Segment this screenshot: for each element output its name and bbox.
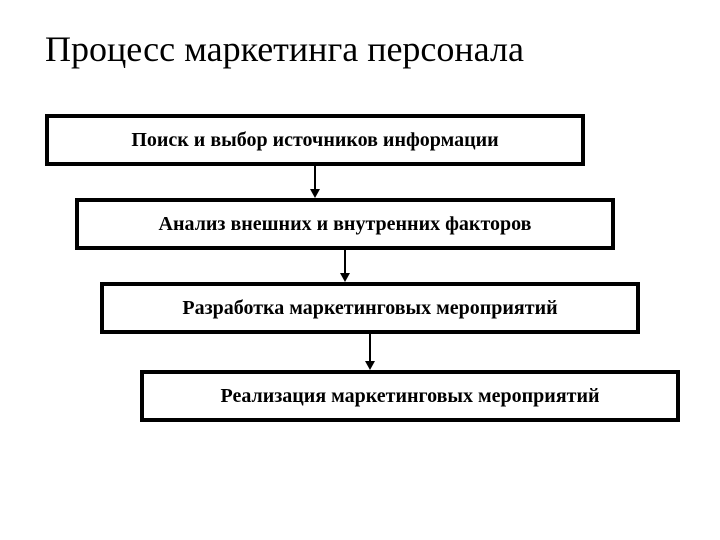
flow-node-label: Анализ внешних и внутренних факторов bbox=[159, 213, 532, 236]
flow-node-label: Реализация маркетинговых мероприятий bbox=[220, 385, 599, 408]
flow-arrow-head-2 bbox=[340, 273, 350, 282]
flow-node-2: Анализ внешних и внутренних факторов bbox=[75, 198, 615, 250]
flow-node-4: Реализация маркетинговых мероприятий bbox=[140, 370, 680, 422]
flow-arrow-head-1 bbox=[310, 189, 320, 198]
flow-node-label: Поиск и выбор источников информации bbox=[131, 129, 498, 152]
flow-node-1: Поиск и выбор источников информации bbox=[45, 114, 585, 166]
flow-node-3: Разработка маркетинговых мероприятий bbox=[100, 282, 640, 334]
flow-arrow-line-3 bbox=[369, 334, 371, 361]
flow-arrow-head-3 bbox=[365, 361, 375, 370]
page-title: Процесс маркетинга персонала bbox=[45, 28, 524, 70]
flow-node-label: Разработка маркетинговых мероприятий bbox=[182, 297, 557, 320]
flow-arrow-line-1 bbox=[314, 166, 316, 189]
flow-arrow-line-2 bbox=[344, 250, 346, 273]
